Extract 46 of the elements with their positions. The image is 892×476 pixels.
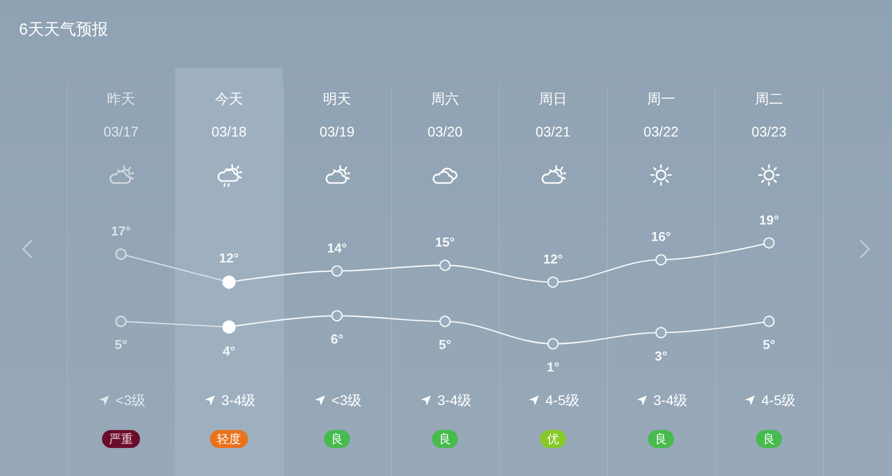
text: 3-4级 [221, 392, 256, 408]
data-label: 6° [330, 331, 344, 346]
text: 3-4级 [653, 392, 688, 408]
point [439, 260, 451, 271]
data-label: 5° [114, 337, 128, 352]
data-label: 3° [654, 348, 668, 364]
text: 优 [547, 432, 559, 446]
data-label: 16° [651, 229, 671, 244]
category-label: 昨天 03/17 [103, 90, 139, 140]
data-label: 19° [759, 212, 779, 228]
data-label: 12° [219, 250, 239, 266]
point [763, 237, 775, 249]
data-label: 14° [327, 240, 347, 256]
text: 4-5级 [545, 392, 580, 408]
category-label: 周六 03/20 [427, 90, 463, 140]
data-label: 5° [438, 337, 452, 352]
data-label: 5° [762, 337, 776, 352]
point [439, 316, 451, 328]
text: 良 [331, 432, 343, 446]
category-label: 周日 03/21 [535, 90, 571, 140]
category-label: 明天 03/19 [319, 90, 355, 140]
text: <3级 [116, 392, 146, 408]
point [655, 254, 667, 266]
chart-title: 6天天气预报 [19, 22, 108, 38]
point [763, 316, 775, 328]
category-label: 今天 03/18 [211, 90, 247, 140]
data-label: 4° [222, 344, 236, 358]
text: 轻度 [217, 432, 241, 446]
data-label: 12° [543, 252, 563, 267]
point [547, 338, 559, 350]
category-label: 周二 03/23 [751, 90, 787, 140]
text: 严重 [109, 432, 133, 446]
category-label: 周一 03/22 [643, 90, 679, 140]
text: 4-5级 [761, 392, 796, 408]
point [331, 265, 343, 277]
text: 良 [439, 432, 451, 446]
text: <3级 [332, 392, 362, 408]
point [331, 310, 343, 322]
point [655, 326, 667, 338]
data-label: 15° [435, 234, 455, 250]
text: 良 [655, 432, 667, 446]
text: 良 [763, 432, 775, 446]
point [547, 276, 559, 288]
data-label: 1° [546, 359, 560, 374]
data-label: 17° [111, 223, 131, 238]
text: 3-4级 [437, 392, 472, 408]
